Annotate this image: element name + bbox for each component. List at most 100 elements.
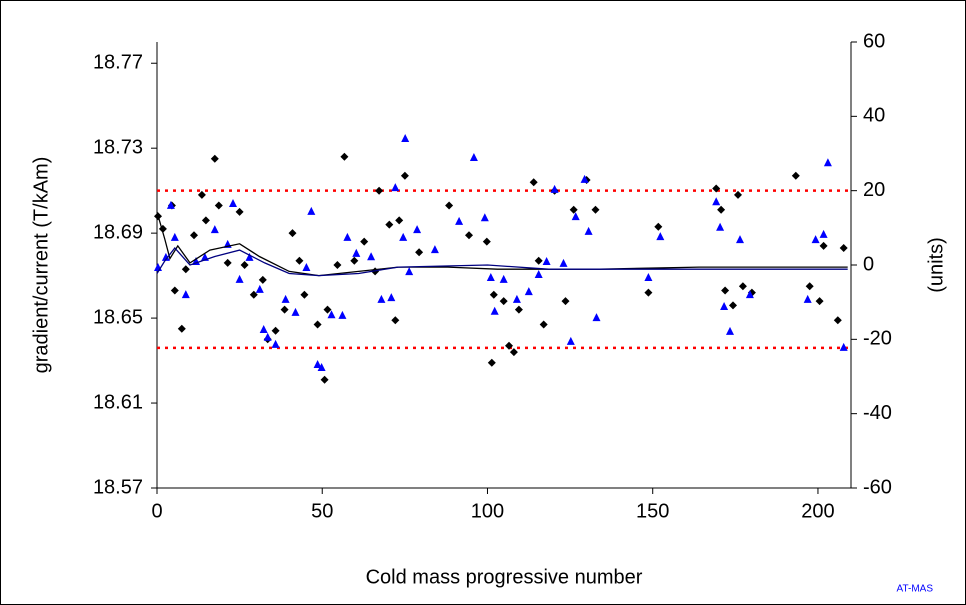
diamond-point [717, 205, 726, 214]
y2-axis-label: (units) [925, 237, 947, 293]
diamond-point [235, 207, 244, 216]
diamond-point [591, 205, 600, 214]
diamond-point [819, 241, 828, 250]
triangle-point [430, 245, 439, 254]
triangle-point [405, 267, 414, 276]
diamond-point [295, 256, 304, 265]
diamond-point [499, 297, 508, 306]
diamond-point [340, 152, 349, 161]
diamond-point [833, 316, 842, 325]
diamond-point [734, 190, 742, 199]
triangle-point [399, 232, 408, 241]
x-tick-label: 100 [471, 500, 504, 522]
triangle-point [469, 153, 478, 161]
triangle-point [291, 307, 300, 316]
x-axis-label: Cold mass progressive number [366, 566, 643, 588]
triangle-point [413, 225, 422, 234]
triangle-point [745, 290, 754, 299]
diamond-point [738, 282, 747, 291]
diamond-point [249, 290, 258, 299]
triangle-point [580, 174, 589, 183]
triangle-point [343, 232, 352, 241]
triangle-point [542, 257, 551, 265]
diamond-point [375, 186, 384, 195]
diamond-point [320, 375, 329, 384]
diamond-point [214, 201, 223, 210]
triangle-point [235, 274, 244, 283]
triangle-point [559, 258, 568, 267]
diamond-point [721, 286, 730, 295]
diamond-point [271, 326, 280, 335]
diamond-point [791, 171, 800, 180]
diamond-point [529, 178, 538, 187]
y2-tick-label: 0 [863, 253, 874, 275]
diamond-point [210, 154, 219, 163]
triangle-point [524, 287, 533, 296]
triangle-point [210, 225, 219, 234]
triangle-point [720, 302, 729, 310]
triangle-point [490, 306, 499, 315]
diamond-point [170, 286, 179, 295]
diamond-point [805, 282, 814, 291]
x-tick-label: 150 [636, 500, 669, 522]
triangle-point [571, 212, 580, 221]
diamond-point [258, 275, 267, 284]
y2-tick-label: 20 [863, 179, 885, 201]
diamond-point [385, 220, 394, 229]
x-tick-label: 50 [311, 500, 333, 522]
diamond-point [539, 320, 548, 329]
diamond-point [360, 237, 369, 246]
average-line [156, 246, 848, 277]
y-tick-label: 18.77 [93, 52, 143, 74]
diamond-point [280, 305, 289, 314]
triangle-point [352, 248, 361, 257]
diamond-point [400, 171, 409, 180]
average-line [156, 211, 848, 277]
triangle-point [281, 294, 290, 303]
triangle-point [170, 232, 179, 241]
y-tick-label: 18.73 [93, 136, 143, 158]
triangle-point [486, 273, 495, 281]
triangle-point [480, 213, 489, 222]
diamond-point [445, 201, 454, 210]
diamond-point [177, 324, 186, 333]
triangle-point [245, 252, 254, 261]
triangle-point [401, 134, 410, 142]
triangle-point [307, 206, 316, 215]
diamond-point [482, 237, 491, 246]
triangle-point [566, 336, 575, 345]
triangle-point [534, 270, 543, 278]
y-tick-label: 18.69 [93, 221, 143, 243]
y2-tick-label: 40 [863, 105, 885, 127]
diamond-point [561, 297, 570, 306]
y2-tick-label: -40 [863, 402, 892, 424]
diamond-point [505, 341, 513, 350]
triangle-point [656, 232, 665, 241]
y2-tick-label: -20 [863, 328, 892, 350]
diamond-point [333, 261, 342, 269]
y-axis-label: gradient/current (T/kAm) [30, 157, 52, 374]
triangle-point [584, 226, 593, 235]
triangle-point [499, 274, 508, 283]
diamond-point [839, 244, 848, 252]
triangle-point [455, 216, 464, 225]
diamond-point [323, 305, 332, 314]
triangle-point [387, 293, 396, 302]
triangle-point [161, 252, 170, 261]
diamond-point [223, 258, 232, 267]
triangle-point [377, 294, 386, 303]
y2-tick-label: -60 [863, 476, 892, 498]
diamond-point [240, 261, 249, 269]
triangle-point [302, 263, 311, 271]
diamond-point [181, 265, 190, 274]
diamond-point [534, 256, 543, 265]
triangle-point [819, 229, 828, 238]
triangle-point [166, 200, 175, 209]
diamond-point [201, 216, 210, 225]
x-tick-label: 0 [151, 500, 162, 522]
diamond-point [487, 358, 496, 367]
triangle-point [391, 183, 400, 192]
triangle-point [229, 199, 237, 207]
diamond-point [712, 184, 721, 193]
